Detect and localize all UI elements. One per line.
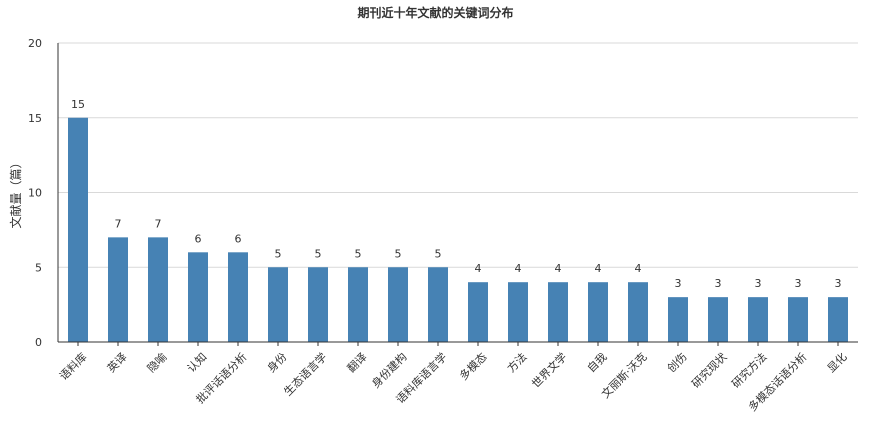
x-tick-label: 方法 xyxy=(504,350,529,375)
bar xyxy=(148,237,168,342)
bar-value-label: 5 xyxy=(275,247,282,260)
bar-value-label: 5 xyxy=(435,247,442,260)
bar-value-label: 3 xyxy=(795,277,802,290)
bar xyxy=(548,282,568,342)
y-tick-label: 15 xyxy=(28,112,42,125)
bar-value-label: 5 xyxy=(395,247,402,260)
x-tick-label: 研究现状 xyxy=(689,350,730,391)
x-tick-label: 创伤 xyxy=(665,350,690,375)
y-tick-label: 10 xyxy=(28,187,42,200)
gridlines xyxy=(58,42,858,268)
x-tick-label: 翻译 xyxy=(344,350,369,375)
x-tick-label: 研究方法 xyxy=(729,350,770,391)
y-tick-label: 20 xyxy=(28,37,42,50)
chart-title: 期刊近十年文献的关键词分布 xyxy=(357,6,514,20)
bar-value-label: 4 xyxy=(475,262,482,275)
y-tick-label: 5 xyxy=(35,261,42,274)
bar-value-label: 15 xyxy=(71,98,85,111)
bar xyxy=(828,297,848,342)
bar xyxy=(188,252,208,342)
bar-value-label: 5 xyxy=(355,247,362,260)
bar-value-label: 3 xyxy=(675,277,682,290)
bar xyxy=(348,267,368,342)
x-tick-label: 生态语言学 xyxy=(281,350,330,399)
y-tick-label: 0 xyxy=(35,336,42,349)
bar-value-label: 4 xyxy=(595,262,602,275)
bar-value-label: 4 xyxy=(515,262,522,275)
x-tick-label: 语料库 xyxy=(56,350,89,383)
bar-value-label: 3 xyxy=(835,277,842,290)
y-axis-label: 文献量（篇） xyxy=(8,156,23,228)
bar-value-label: 3 xyxy=(755,277,762,290)
bars xyxy=(68,117,848,342)
bar xyxy=(468,282,488,342)
bar-value-label: 5 xyxy=(315,247,322,260)
data-labels: 15 7 7 6 6 5 5 5 5 5 4 4 4 4 4 3 3 3 3 3 xyxy=(71,98,842,290)
bar-value-label: 3 xyxy=(715,277,722,290)
bar-value-label: 7 xyxy=(115,217,122,230)
bar xyxy=(788,297,808,342)
bar-value-label: 4 xyxy=(555,262,562,275)
bar-value-label: 7 xyxy=(155,217,162,230)
x-tick-label: 自我 xyxy=(585,350,610,375)
x-tick-label: 隐喻 xyxy=(144,350,169,375)
bar xyxy=(708,297,728,342)
bar-value-label: 4 xyxy=(635,262,642,275)
x-tick-label: 身份 xyxy=(264,350,289,375)
bar xyxy=(508,282,528,342)
bar xyxy=(68,117,88,342)
x-tick-label: 身份建构 xyxy=(369,350,410,391)
bar xyxy=(228,252,248,342)
x-tick-label: 英译 xyxy=(104,350,129,375)
bar xyxy=(108,237,128,342)
x-tick-label: 认知 xyxy=(184,350,209,375)
x-tick-label: 显化 xyxy=(824,350,849,375)
x-tick-label: 世界文学 xyxy=(529,350,570,391)
bar xyxy=(388,267,408,342)
bar-value-label: 6 xyxy=(235,232,242,245)
bar xyxy=(588,282,608,342)
bar xyxy=(628,282,648,342)
bar xyxy=(748,297,768,342)
bar-value-label: 6 xyxy=(195,232,202,245)
x-tick-label: 多模态 xyxy=(456,350,489,383)
bar xyxy=(268,267,288,342)
bar xyxy=(428,267,448,342)
bar xyxy=(668,297,688,342)
bar xyxy=(308,267,328,342)
